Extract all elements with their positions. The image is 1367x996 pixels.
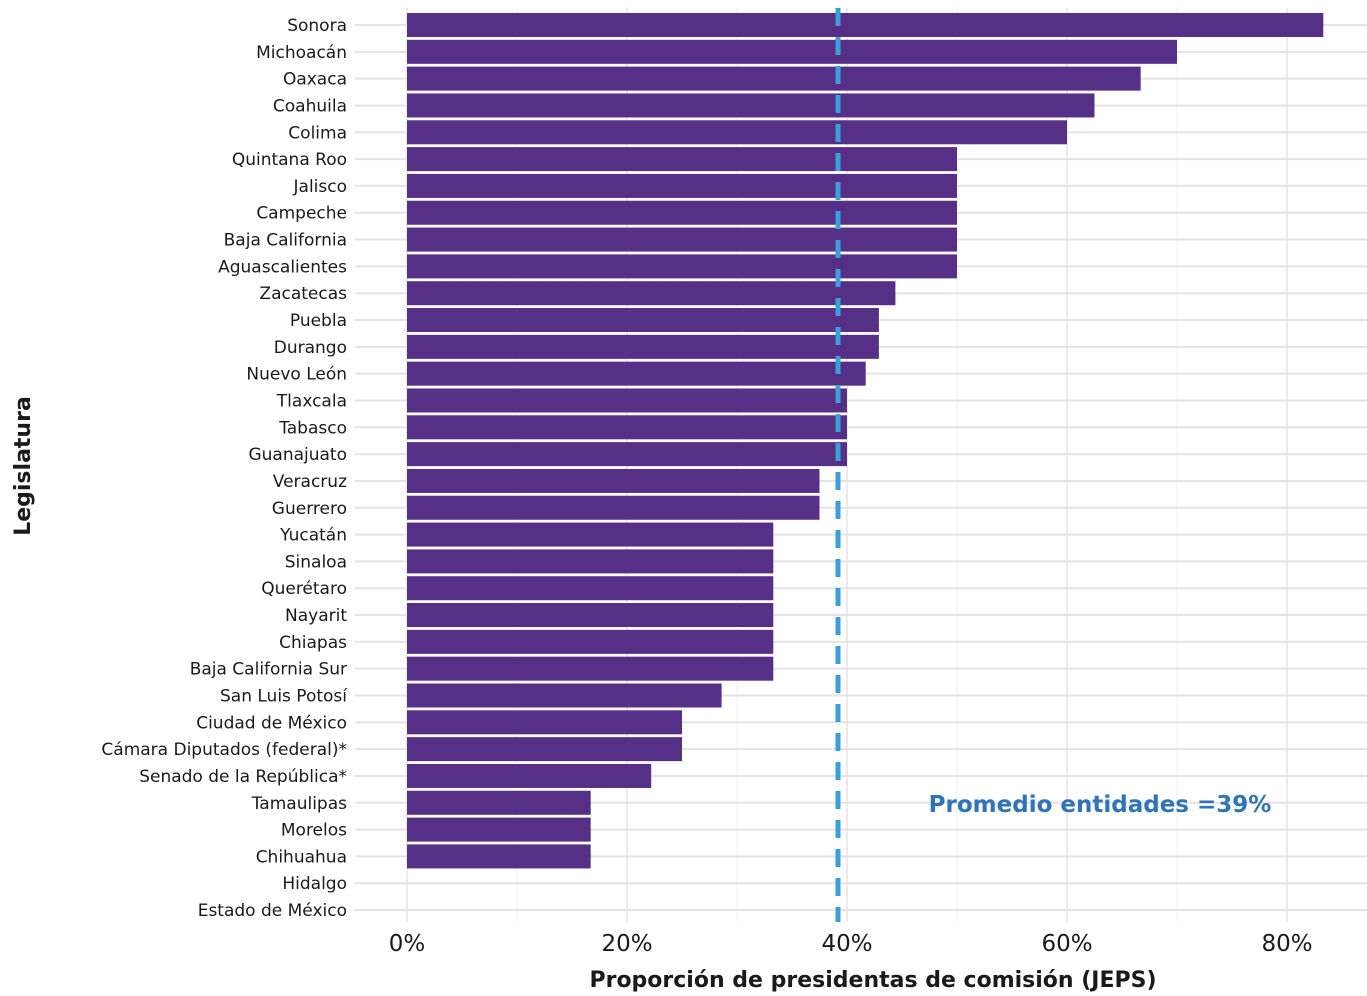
y-tick-label: Colima bbox=[288, 123, 347, 143]
bar bbox=[407, 710, 682, 735]
y-tick-label: Senado de la República* bbox=[139, 767, 347, 787]
y-tick-label: Zacatecas bbox=[259, 284, 347, 304]
y-tick-label: Puebla bbox=[290, 311, 347, 331]
y-tick-label: Oaxaca bbox=[283, 70, 347, 90]
y-tick-label: Guerrero bbox=[272, 499, 347, 519]
bar-layer bbox=[407, 13, 1324, 869]
y-tick-label: Ciudad de México bbox=[196, 713, 347, 733]
x-tick-label: 60% bbox=[1041, 931, 1092, 957]
y-tick-label: Guanajuato bbox=[248, 445, 347, 465]
bar bbox=[407, 39, 1177, 64]
y-tick-label: Aguascalientes bbox=[218, 257, 347, 277]
bar bbox=[407, 549, 774, 574]
y-tick-label: Jalisco bbox=[293, 177, 347, 197]
bar bbox=[407, 522, 774, 547]
bar bbox=[407, 817, 591, 842]
bar bbox=[407, 603, 774, 628]
y-tick-label: Campeche bbox=[256, 204, 347, 224]
y-tick-label: Yucatán bbox=[279, 526, 347, 546]
bar bbox=[407, 844, 591, 869]
bar bbox=[407, 737, 682, 762]
y-tick-label: Coahuila bbox=[273, 96, 347, 116]
bar bbox=[407, 281, 896, 306]
bar bbox=[407, 120, 1067, 145]
bar bbox=[407, 173, 957, 198]
reference-line-label: Promedio entidades =39% bbox=[929, 792, 1272, 818]
y-tick-label: Hidalgo bbox=[282, 874, 347, 894]
bar bbox=[407, 66, 1141, 91]
y-tick-labels: Sonora Michoacán Oaxaca Coahuila Colima Quint… bbox=[101, 16, 348, 921]
y-tick-label: Quintana Roo bbox=[232, 150, 347, 170]
y-tick-label: Sonora bbox=[287, 16, 347, 36]
bar bbox=[407, 334, 879, 359]
bar bbox=[407, 93, 1095, 118]
y-tick-label: Durango bbox=[274, 338, 347, 358]
y-tick-label: Cámara Diputados (federal)* bbox=[101, 740, 347, 760]
bar bbox=[407, 790, 591, 815]
x-axis-title: Proporción de presidentas de comisión (J… bbox=[589, 968, 1156, 993]
bar bbox=[407, 629, 774, 654]
y-tick-label: Estado de México bbox=[198, 901, 347, 921]
bar bbox=[407, 415, 847, 440]
y-tick-label: Tabasco bbox=[278, 418, 347, 438]
bar bbox=[407, 308, 879, 333]
bar bbox=[407, 576, 774, 601]
y-tick-label: Chihuahua bbox=[256, 847, 347, 867]
bar bbox=[407, 442, 847, 467]
x-tick-label: 80% bbox=[1261, 931, 1312, 957]
bar bbox=[407, 683, 722, 708]
y-tick-label: Baja California bbox=[224, 231, 347, 251]
bar bbox=[407, 495, 820, 520]
bar bbox=[407, 200, 957, 225]
bar bbox=[407, 468, 820, 493]
y-tick-label: Veracruz bbox=[273, 472, 347, 492]
bar bbox=[407, 254, 957, 279]
bar bbox=[407, 227, 957, 252]
x-tick-label: 20% bbox=[601, 931, 652, 957]
bar bbox=[407, 361, 866, 386]
bar bbox=[407, 147, 957, 172]
y-tick-label: Sinaloa bbox=[285, 552, 347, 572]
y-tick-label: Chiapas bbox=[279, 633, 347, 653]
bar bbox=[407, 763, 652, 788]
bar bbox=[407, 13, 1324, 37]
x-tick-labels: 0% 20% 40% 60% 80% bbox=[389, 931, 1313, 957]
y-tick-label: Nuevo León bbox=[246, 365, 347, 385]
y-tick-label: Nayarit bbox=[285, 606, 347, 626]
x-tick-label: 0% bbox=[389, 931, 426, 957]
y-tick-label: Tamaulipas bbox=[251, 794, 347, 814]
y-tick-label: San Luis Potosí bbox=[220, 687, 348, 707]
y-tick-label: Michoacán bbox=[256, 43, 347, 63]
y-tick-label: Querétaro bbox=[261, 579, 347, 599]
y-tick-label: Morelos bbox=[281, 821, 347, 841]
y-axis-title: Legislatura bbox=[11, 396, 36, 536]
bar bbox=[407, 656, 774, 681]
y-tick-label: Tlaxcala bbox=[276, 391, 347, 411]
x-tick-label: 40% bbox=[821, 931, 872, 957]
bar bbox=[407, 388, 847, 413]
y-tick-label: Baja California Sur bbox=[190, 660, 347, 680]
